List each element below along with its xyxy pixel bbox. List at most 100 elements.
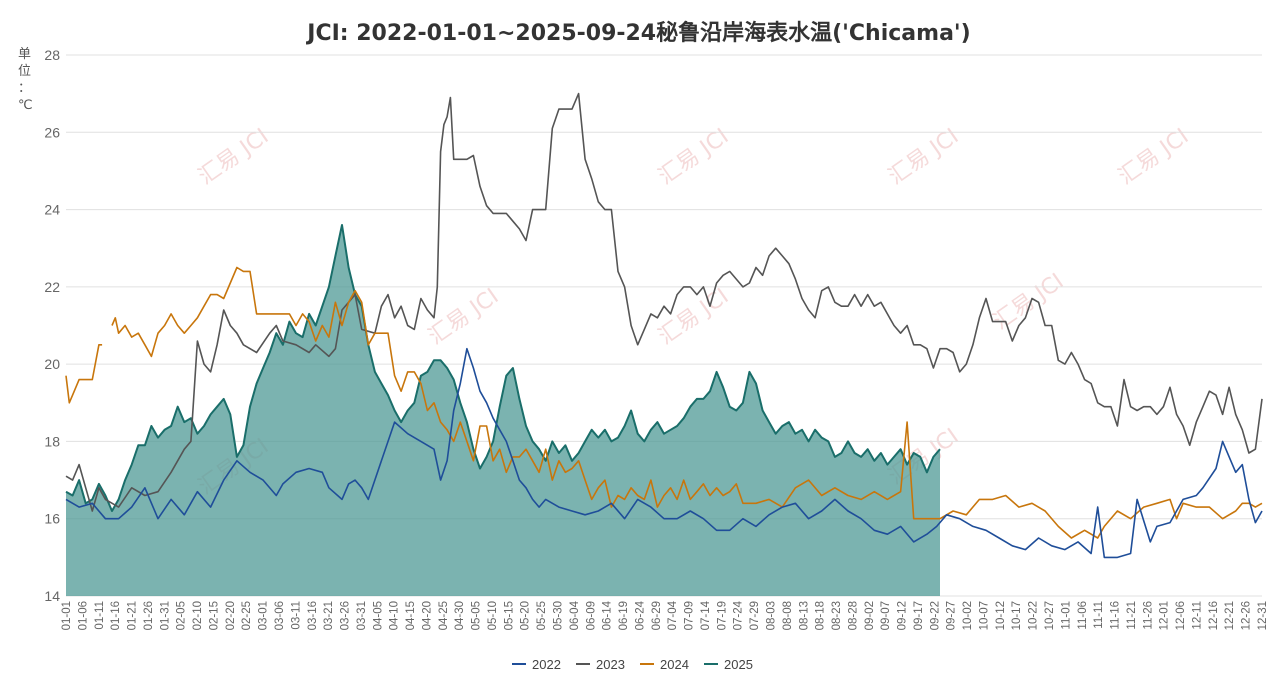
x-tick-label: 07-19 <box>716 601 728 630</box>
x-tick-label: 06-24 <box>634 600 646 630</box>
x-tick-label: 03-01 <box>258 601 270 630</box>
x-tick-label: 01-11 <box>94 601 106 630</box>
watermark-text: 汇易 JCI <box>884 124 963 190</box>
x-tick-label: 07-04 <box>667 600 679 630</box>
x-tick-label: 11-26 <box>1142 601 1154 630</box>
watermark-text: 汇易 JCI <box>654 284 733 350</box>
x-tick-label: 08-18 <box>815 601 827 630</box>
x-tick-label: 06-09 <box>585 601 597 630</box>
x-tick-label: 06-04 <box>569 600 581 630</box>
series-line-2023 <box>65 92 1263 512</box>
x-axis-ticks: 01-01 01-06 01-11 01-16 01-21 01-26 01-31 02-05… <box>61 600 1269 630</box>
x-tick-label: 06-29 <box>651 601 663 630</box>
watermark-text: 汇易 JCI <box>194 124 273 190</box>
x-tick-label: 01-01 <box>61 601 73 630</box>
x-tick-label: 07-14 <box>700 600 712 630</box>
x-tick-label: 03-31 <box>356 601 368 630</box>
legend-item-2023[interactable]: 2023 <box>576 657 625 672</box>
x-tick-label: 07-29 <box>749 601 761 630</box>
x-tick-label: 01-31 <box>159 601 171 630</box>
watermark-text: 汇易 JCI <box>1114 124 1193 190</box>
x-tick-label: 07-24 <box>733 600 745 630</box>
x-tick-label: 10-17 <box>1011 601 1023 630</box>
y-tick-label: 14 <box>44 588 60 604</box>
x-tick-label: 08-23 <box>831 601 843 630</box>
x-tick-label: 02-20 <box>225 601 237 630</box>
y-tick-label: 24 <box>44 202 60 218</box>
x-tick-label: 09-27 <box>946 601 958 630</box>
x-tick-label: 04-25 <box>438 601 450 630</box>
x-tick-label: 11-01 <box>1060 601 1072 630</box>
x-tick-label: 12-06 <box>1175 601 1187 630</box>
y-tick-label: 22 <box>44 279 60 295</box>
watermark-text: 汇易 JCI <box>654 124 733 190</box>
x-tick-label: 02-10 <box>192 601 204 630</box>
y-tick-label: 28 <box>44 47 60 63</box>
x-tick-label: 08-03 <box>765 601 777 630</box>
x-tick-label: 09-02 <box>864 601 876 630</box>
x-tick-label: 09-17 <box>913 601 925 630</box>
x-tick-label: 10-07 <box>978 601 990 630</box>
x-tick-label: 09-22 <box>929 601 941 630</box>
x-tick-label: 12-31 <box>1257 601 1269 630</box>
x-tick-label: 04-10 <box>389 601 401 630</box>
x-tick-label: 03-16 <box>307 601 319 630</box>
x-tick-label: 04-15 <box>405 601 417 630</box>
x-tick-label: 05-15 <box>503 601 515 630</box>
series-lines <box>65 92 1263 559</box>
x-tick-label: 10-12 <box>995 601 1007 630</box>
x-tick-label: 02-05 <box>176 601 188 630</box>
x-tick-label: 02-25 <box>241 601 253 630</box>
x-tick-label: 09-12 <box>897 601 909 630</box>
y-axis-ticks: 14 16 18 20 22 24 26 28 <box>44 47 60 604</box>
x-tick-label: 04-20 <box>421 601 433 630</box>
series-line-2024 <box>111 266 1263 539</box>
x-tick-label: 12-21 <box>1224 601 1236 630</box>
legend-label: 2025 <box>724 657 753 672</box>
x-tick-label: 10-27 <box>1044 601 1056 630</box>
series-line-2022 <box>65 347 1263 559</box>
x-tick-label: 05-20 <box>520 601 532 630</box>
x-tick-label: 11-21 <box>1126 601 1138 630</box>
x-tick-label: 05-25 <box>536 601 548 630</box>
x-tick-label: 10-02 <box>962 601 974 630</box>
legend-item-2022[interactable]: 2022 <box>512 657 561 672</box>
x-tick-label: 04-05 <box>372 601 384 630</box>
y-tick-label: 18 <box>44 433 60 449</box>
x-tick-label: 11-11 <box>1093 601 1105 629</box>
x-tick-label: 03-21 <box>323 601 335 630</box>
x-tick-label: 08-13 <box>798 601 810 630</box>
legend-item-2024[interactable]: 2024 <box>640 657 689 672</box>
x-tick-label: 08-08 <box>782 601 794 630</box>
x-tick-label: 05-05 <box>471 601 483 630</box>
legend-label: 2023 <box>596 657 625 672</box>
area-layer <box>66 225 940 596</box>
x-tick-label: 04-30 <box>454 601 466 630</box>
x-tick-label: 11-16 <box>1110 601 1122 630</box>
legend-item-2025[interactable]: 2025 <box>704 657 753 672</box>
x-tick-label: 12-01 <box>1159 601 1171 630</box>
x-tick-label: 12-26 <box>1241 601 1253 630</box>
x-tick-label: 10-22 <box>1028 601 1040 630</box>
x-tick-label: 03-11 <box>290 601 302 630</box>
x-tick-label: 11-06 <box>1077 601 1089 630</box>
x-tick-label: 02-15 <box>208 601 220 630</box>
x-tick-label: 01-26 <box>143 601 155 630</box>
x-tick-label: 06-19 <box>618 601 630 630</box>
y-tick-label: 26 <box>44 124 60 140</box>
legend-label: 2022 <box>532 657 561 672</box>
x-tick-label: 12-11 <box>1191 601 1203 630</box>
x-tick-label: 03-06 <box>274 601 286 630</box>
x-tick-label: 03-26 <box>340 601 352 630</box>
legend-label: 2024 <box>660 657 689 672</box>
x-tick-label: 06-14 <box>602 600 614 630</box>
x-tick-label: 05-10 <box>487 601 499 630</box>
y-tick-label: 20 <box>44 356 60 372</box>
watermark-text: 汇易 JCI <box>989 269 1068 335</box>
x-tick-label: 01-16 <box>110 601 122 630</box>
series-line-2024 <box>65 344 103 404</box>
chart-title: JCI: 2022-01-01~2025-09-24秘鲁沿岸海表水温('Chic… <box>305 20 970 46</box>
x-tick-label: 01-06 <box>77 601 89 630</box>
